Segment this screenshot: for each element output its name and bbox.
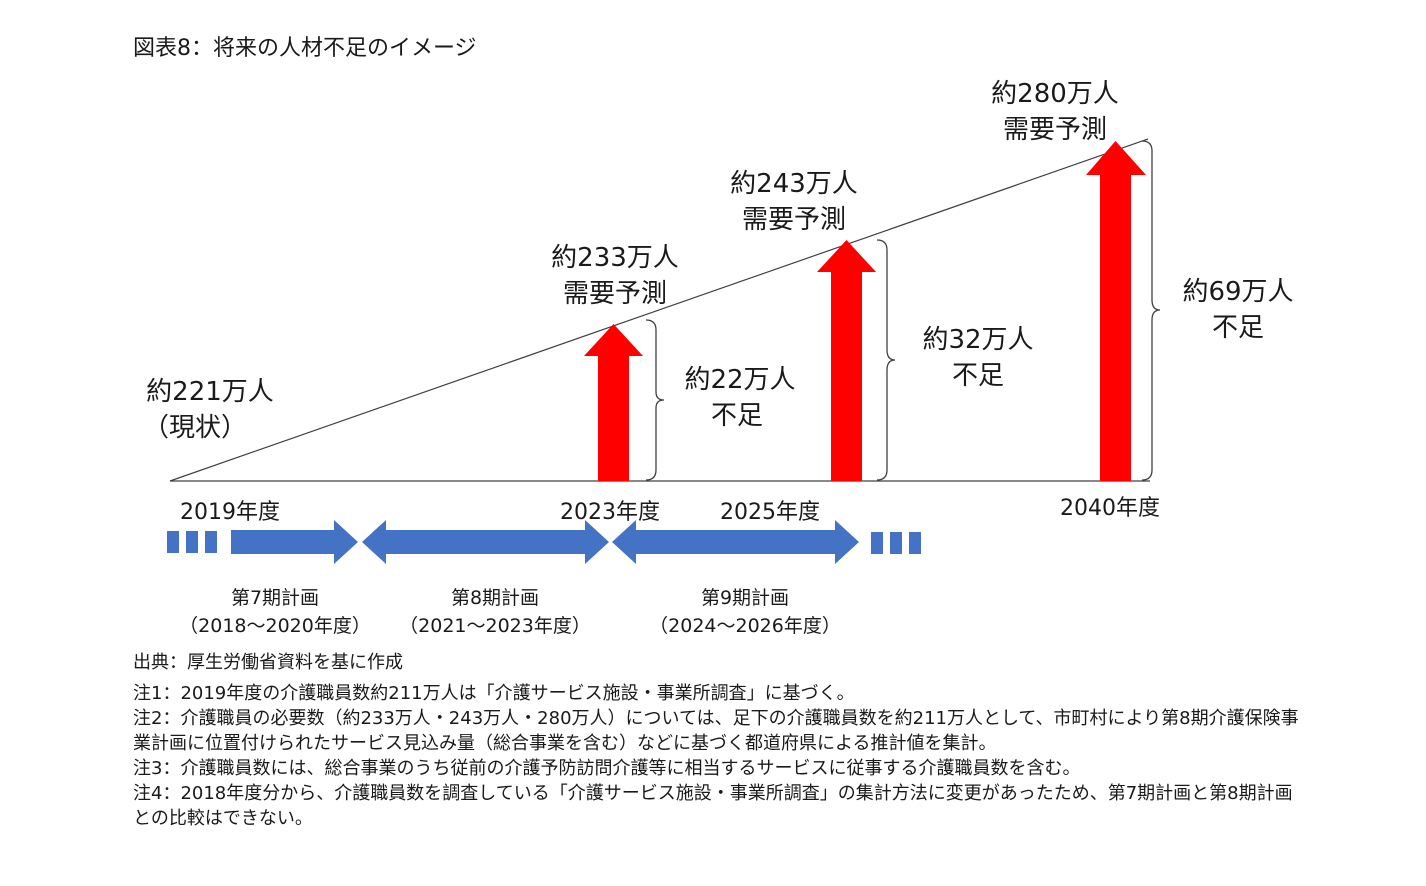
shortage-label-2040: 約69万人 不足: [1163, 274, 1313, 346]
plan8-arrow: [362, 520, 609, 564]
plan-period: （2018～2020年度）: [179, 615, 371, 637]
shortage-caption: 不足: [951, 361, 1004, 391]
year-label-2023: 2023年度: [560, 500, 660, 525]
demand-label-2023: 約233万人 需要予測: [535, 240, 695, 312]
plan7-arrow: [231, 520, 358, 564]
baseline-value: 約221万人: [146, 377, 274, 407]
plan-period: （2021～2023年度）: [399, 615, 591, 637]
demand-value: 約233万人: [551, 243, 679, 273]
demand-caption: 需要予測: [1002, 115, 1107, 145]
shortage-caption: 不足: [710, 401, 763, 431]
shortage-value: 約32万人: [922, 325, 1034, 355]
shortage-label-2025: 約32万人 不足: [903, 322, 1053, 394]
year-label-2025: 2025年度: [720, 500, 820, 525]
plan9-arrow: [612, 520, 859, 564]
demand-value: 約280万人: [991, 79, 1119, 109]
plan-name: 第8期計画: [450, 587, 540, 609]
baseline-label: 約221万人 （現状）: [130, 374, 290, 446]
baseline-note: （現状）: [142, 413, 247, 443]
demand-arrow-2025: [817, 240, 876, 481]
notes-block: 出典：厚生労働省資料を基に作成 注1：2019年度の介護職員数約211万人は「介…: [133, 650, 1308, 831]
timeline-dot: [205, 531, 217, 553]
year-label-2040: 2040年度: [1060, 496, 1160, 521]
plan-label-9: 第9期計画 （2024～2026年度）: [630, 584, 860, 640]
shortage-label-2023: 約22万人 不足: [665, 362, 815, 434]
year-label-2019: 2019年度: [180, 500, 280, 525]
timeline-dot: [909, 532, 921, 554]
note-1: 注1：2019年度の介護職員数約211万人は「介護サービス施設・事業所調査」に基…: [133, 683, 855, 704]
note-3: 注3：介護職員数には、総合事業のうち従前の介護予防訪問介護等に相当するサービスに…: [133, 758, 1081, 779]
shortage-brace-2023: [645, 319, 665, 481]
demand-caption: 需要予測: [741, 205, 846, 235]
shortage-caption: 不足: [1211, 313, 1264, 343]
plan-label-7: 第7期計画 （2018～2020年度）: [160, 584, 390, 640]
source-line: 出典：厚生労働省資料を基に作成: [133, 652, 403, 673]
note-2: 注2：介護職員の必要数（約233万人・243万人・280万人）については、足下の…: [133, 708, 1299, 754]
demand-label-2040: 約280万人 需要予測: [975, 76, 1135, 148]
plan-name: 第9期計画: [700, 587, 790, 609]
demand-arrow-2040: [1086, 141, 1146, 481]
timeline-dot: [186, 531, 198, 553]
plan-name: 第7期計画: [230, 587, 320, 609]
plan-label-8: 第8期計画 （2021～2023年度）: [380, 584, 610, 640]
shortage-brace-2040: [1141, 140, 1161, 481]
demand-arrow-2023: [584, 324, 643, 481]
shortage-brace-2025: [876, 239, 896, 481]
page-title: 図表8：将来の人材不足のイメージ: [133, 36, 477, 61]
note-4: 注4：2018年度分から、介護職員数を調査している「介護サービス施設・事業所調査…: [133, 783, 1293, 829]
shortage-value: 約22万人: [684, 365, 796, 395]
timeline-dot: [890, 532, 902, 554]
demand-slope: [169, 138, 1149, 482]
timeline-dot: [871, 532, 883, 554]
plan-period: （2024～2026年度）: [649, 615, 841, 637]
timeline-dot: [167, 531, 179, 553]
demand-label-2025: 約243万人 需要予測: [714, 166, 874, 238]
demand-value: 約243万人: [730, 169, 858, 199]
demand-caption: 需要予測: [562, 279, 667, 309]
shortage-value: 約69万人: [1182, 277, 1294, 307]
